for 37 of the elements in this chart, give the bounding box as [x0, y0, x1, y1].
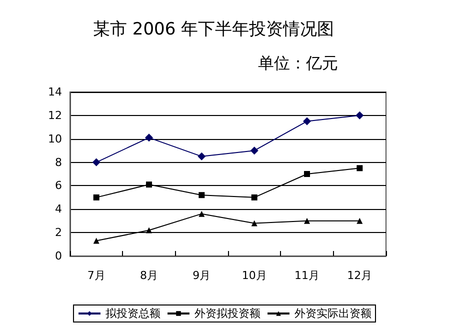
legend-label: 外资拟投资额 [194, 307, 260, 320]
point [198, 192, 205, 198]
point [251, 194, 258, 200]
point [198, 210, 205, 217]
point [251, 220, 258, 226]
x-tick-label: 9月 [192, 269, 211, 282]
point [303, 117, 311, 126]
point [250, 146, 258, 155]
y-tick-label: 8 [55, 156, 62, 169]
point [93, 194, 100, 200]
x-tick-label: 7月 [87, 269, 106, 282]
chart-subtitle: 单位：亿元 [258, 54, 338, 72]
point [146, 182, 152, 188]
y-tick-label: 12 [48, 108, 62, 122]
point [93, 238, 100, 244]
y-tick-label: 2 [55, 226, 62, 240]
x-tick-label: 11月 [294, 269, 320, 282]
x-tick-label: 10月 [242, 269, 267, 282]
point [146, 227, 152, 234]
point [92, 158, 100, 166]
chart-title: 某市 2006 年下半年投资情况图 [93, 20, 334, 40]
x-tick-label: 12月 [347, 269, 372, 282]
x-tick-label: 8月 [140, 269, 158, 282]
y-tick-label: 6 [55, 179, 62, 192]
point [304, 218, 310, 224]
point [356, 111, 364, 120]
y-tick-label: 10 [48, 132, 62, 146]
y-tick-label: 0 [55, 250, 62, 262]
point [304, 171, 310, 177]
legend-label: 外资实际出资额 [294, 307, 372, 320]
point [356, 165, 363, 172]
point [145, 134, 153, 142]
legend-label: 拟投资总额 [106, 307, 160, 320]
y-tick-label: 14 [48, 86, 62, 98]
point [198, 152, 206, 160]
point [356, 218, 363, 224]
y-tick-label: 4 [55, 202, 62, 216]
